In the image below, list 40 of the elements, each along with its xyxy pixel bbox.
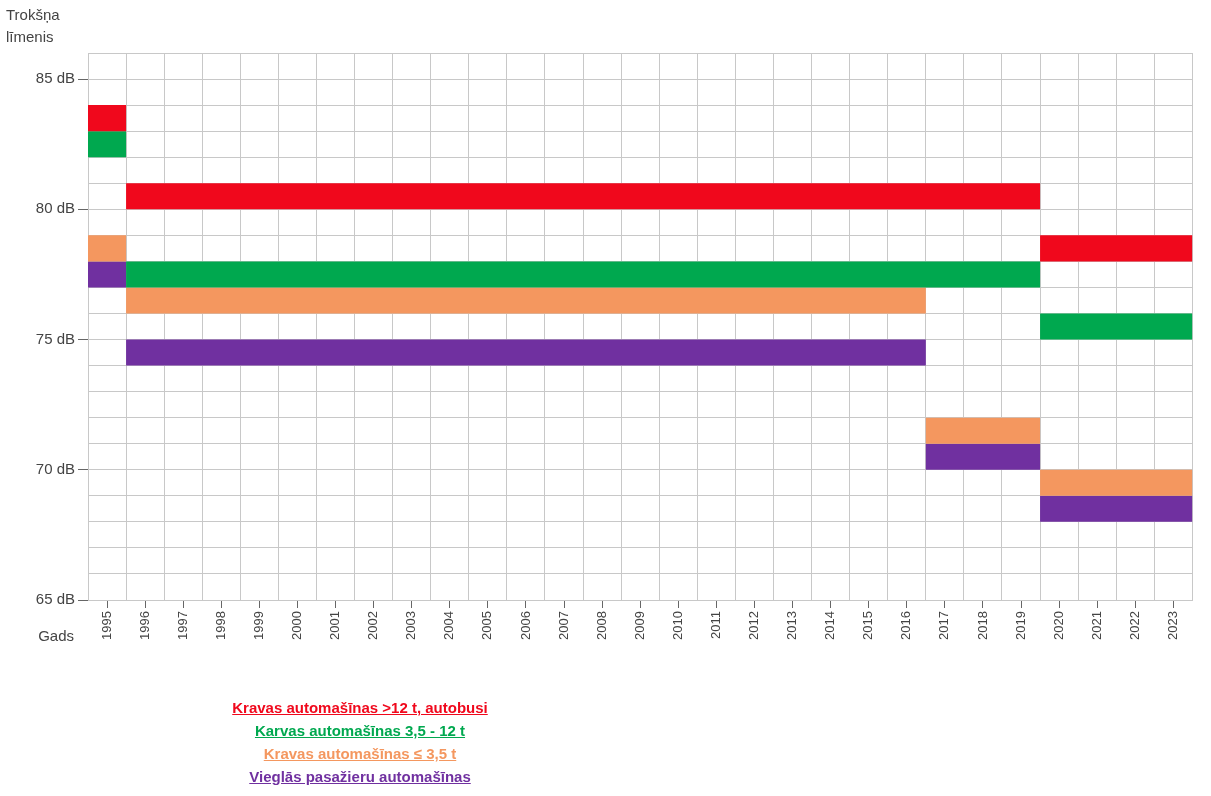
x-tick-label: 2010 (669, 611, 685, 640)
x-tick-label: 2013 (784, 611, 800, 640)
x-tick-label: 2002 (365, 611, 381, 640)
x-tick-label: 2006 (517, 611, 533, 640)
x-tick-label: 1997 (174, 611, 190, 640)
x-tick-label: 2003 (403, 611, 419, 640)
x-tick-label: 2021 (1088, 611, 1104, 640)
x-tick-label: 2020 (1050, 611, 1066, 640)
text: Karvas automašīnas 3,5 - 12 t (253, 721, 467, 741)
x-tick-label: 1995 (98, 611, 114, 640)
x-tick-label: 2015 (860, 611, 876, 640)
x-tick-label: 2019 (1012, 611, 1028, 640)
y-tick-label: 70 dB (35, 459, 75, 477)
x-tick-label: 2004 (441, 611, 457, 640)
x-tick-label: 2012 (746, 611, 762, 640)
text: Kravas automašīnas ≤ 3,5 t (262, 744, 458, 764)
x-axis-title: Gads (38, 627, 74, 645)
x-tick-label: 2001 (327, 611, 343, 640)
x-tick-label: 2005 (479, 611, 495, 640)
x-tick-label: 1999 (250, 611, 266, 640)
y-tick-label: 75 dB (35, 329, 75, 347)
x-tick-label: 2011 (707, 611, 723, 639)
x-tick-label: 2000 (289, 611, 305, 640)
x-tick-label: 2017 (936, 611, 952, 640)
y-tick-label: 80 dB (35, 199, 75, 217)
x-tick-label: 2007 (555, 611, 571, 640)
x-tick-label: 2022 (1126, 611, 1142, 640)
y-axis-title: Trokšņa līmenis (6, 5, 61, 47)
y-tick-label: 85 dB (35, 69, 75, 87)
y-tick-label: 65 dB (35, 590, 75, 608)
x-tick-label: 2016 (898, 611, 914, 640)
text: Kravas automašīnas >12 t, autobusi (231, 698, 489, 718)
x-tick-label: 1996 (136, 611, 152, 640)
x-tick-label: 2014 (822, 611, 838, 640)
x-tick-label: 2009 (631, 611, 647, 640)
x-tick-label: 2018 (974, 611, 990, 640)
x-tick-label: 2008 (593, 611, 609, 640)
x-tick-label: 1998 (212, 611, 228, 640)
x-tick-label: 2023 (1164, 611, 1180, 640)
text: Vieglās pasažieru automašīnas (248, 767, 472, 787)
